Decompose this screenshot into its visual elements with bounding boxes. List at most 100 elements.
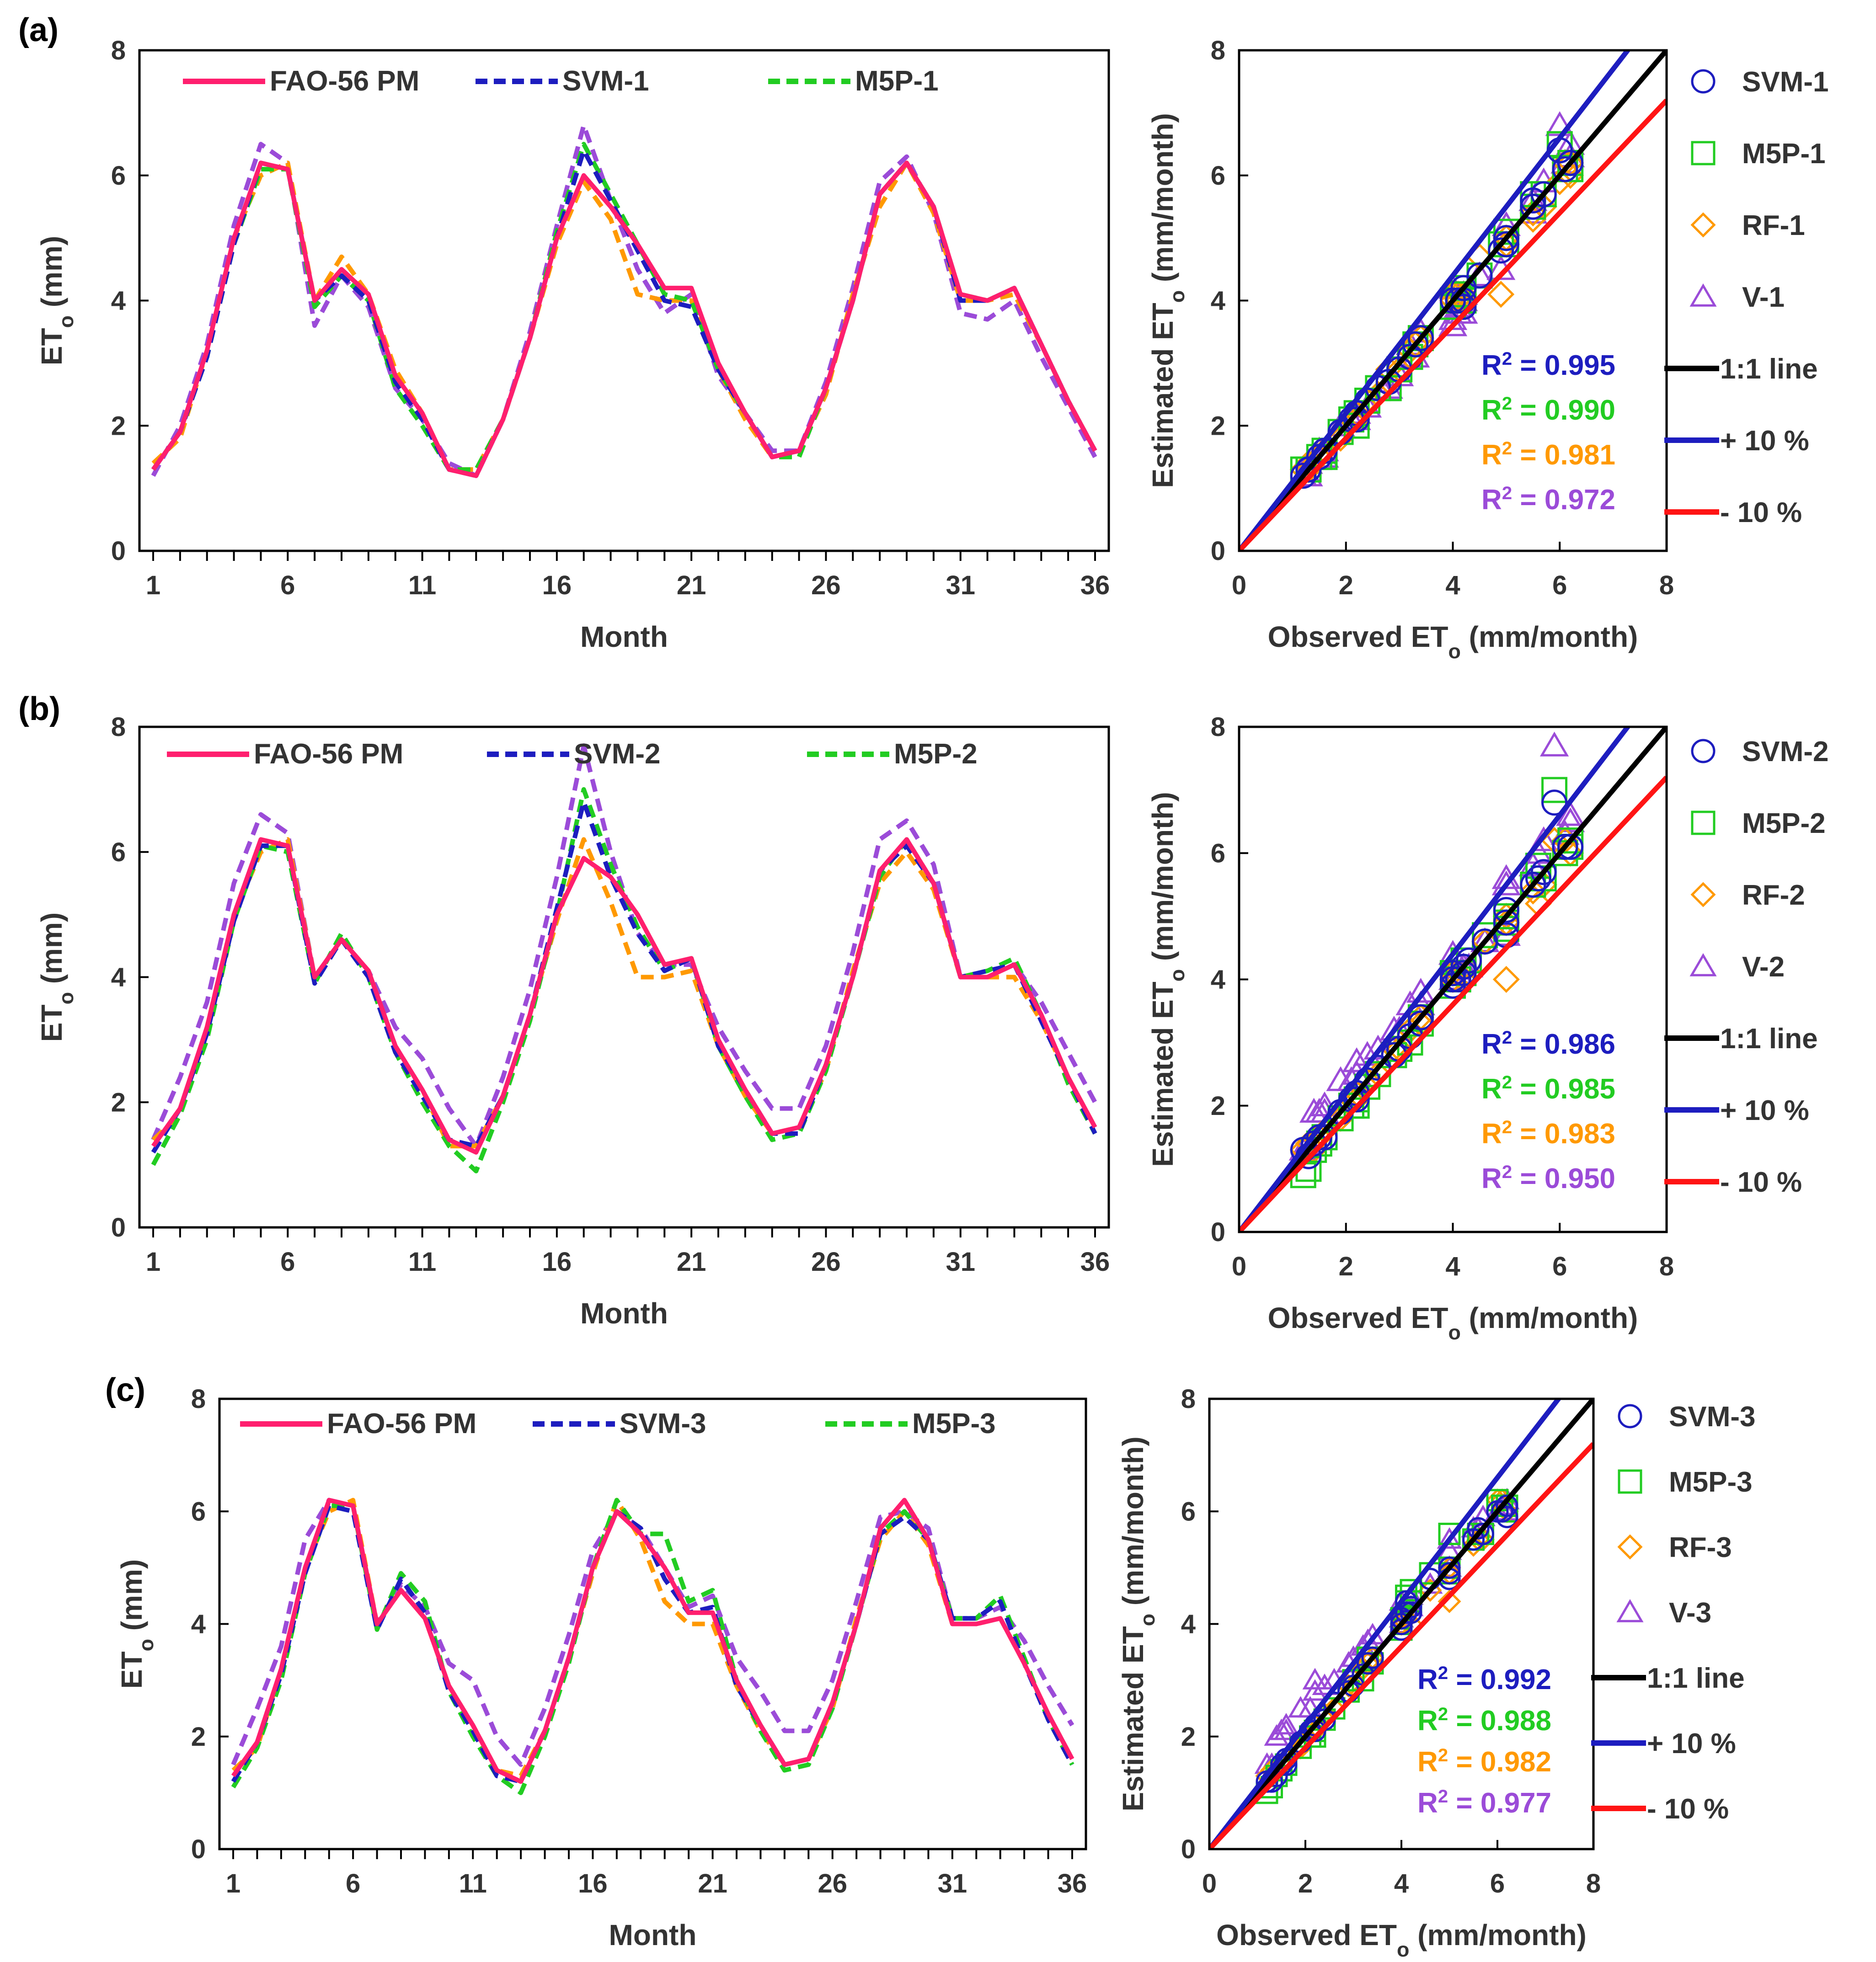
legend-label: FAO-56 PM — [254, 738, 403, 770]
r2-value: = 0.992 — [1448, 1664, 1551, 1695]
scatter-point-triangle — [1555, 807, 1585, 832]
r2-value: = 0.986 — [1512, 1029, 1615, 1060]
legend-label: - 10 % — [1720, 1167, 1802, 1198]
r2-value: = 0.985 — [1512, 1073, 1615, 1105]
series-line-v-1 — [151, 123, 1097, 478]
y-tick-label: 2 — [1211, 411, 1225, 441]
legend-marker — [1689, 283, 1717, 307]
scatter-point-circle — [1493, 909, 1519, 936]
ref-line-0 — [1239, 727, 1667, 1232]
r2-superscript: 2 — [1502, 483, 1512, 503]
scatter-point-circle — [1450, 275, 1477, 301]
r2-annotation: R2 = 0.990 — [1481, 393, 1615, 427]
scatter-point-circle — [1390, 1613, 1413, 1635]
scatter-point-circle — [1357, 1652, 1379, 1675]
scatter-point-square — [1472, 922, 1498, 949]
ref-line-1 — [1239, 50, 1631, 551]
legend-label: 1:1 line — [1720, 353, 1818, 385]
r2-symbol: R — [1481, 395, 1502, 426]
r2-symbol: R — [1481, 484, 1502, 516]
r2-symbol: R — [1481, 1029, 1502, 1060]
legend-label: M5P-2 — [894, 738, 978, 770]
scatter-point-circle — [1462, 1528, 1485, 1551]
legend-label: M5P-1 — [855, 65, 939, 97]
y-axis-label: Estimated ETo (mm/month) — [1146, 792, 1189, 1167]
y-tick-label: 2 — [111, 411, 126, 441]
panel-label: (a) — [18, 12, 59, 48]
legend-label: RF-3 — [1669, 1532, 1732, 1563]
y-axis-label-base: Estimated ET — [1117, 1626, 1149, 1811]
r2-value: = 0.982 — [1448, 1746, 1551, 1778]
y-axis-label-sub: o — [1166, 969, 1189, 981]
y-tick-label: 8 — [111, 712, 126, 742]
y-tick-label: 4 — [191, 1610, 206, 1639]
y-tick-label: 8 — [1211, 712, 1225, 742]
y-axis-label-base: ET — [35, 328, 68, 365]
r2-superscript: 2 — [1502, 1072, 1512, 1093]
r2-superscript: 2 — [1502, 348, 1512, 369]
legend-marker — [1618, 1469, 1642, 1494]
scatter-point-square — [1400, 1579, 1422, 1602]
y-axis-label-base: ET — [115, 1651, 148, 1689]
x-tick-label: 11 — [408, 570, 436, 600]
r2-superscript: 2 — [1438, 1704, 1448, 1724]
x-tick-label: 0 — [1202, 1869, 1217, 1898]
y-tick-label: 0 — [111, 536, 126, 566]
r2-annotation: R2 = 0.972 — [1481, 483, 1615, 516]
reference-lines — [1239, 727, 1667, 1232]
x-tick-label: 6 — [1552, 1252, 1567, 1281]
scatter-point-circle — [1493, 231, 1519, 257]
x-axis-label-sub: o — [1397, 1938, 1409, 1961]
legend-marker — [1691, 810, 1716, 835]
x-tick-label: 36 — [1080, 570, 1110, 600]
scatter-point-triangle — [1312, 1673, 1337, 1695]
legend-label: FAO-56 PM — [327, 1408, 476, 1440]
x-tick-label: 16 — [542, 570, 572, 600]
x-tick-label: 16 — [542, 1247, 572, 1277]
y-axis-label-sub: o — [55, 315, 78, 328]
y-axis-label-base: Estimated ET — [1146, 303, 1179, 488]
r2-value: = 0.981 — [1512, 439, 1615, 471]
r2-superscript: 2 — [1438, 1786, 1448, 1807]
y-axis-label-sub: o — [1136, 1614, 1159, 1626]
x-tick-label: 8 — [1659, 1252, 1674, 1281]
x-tick-label: 1 — [226, 1869, 241, 1898]
x-axis-label-unit: (mm/month) — [1461, 1301, 1638, 1334]
scatter-point-diamond — [1438, 1589, 1461, 1613]
scatter-point-diamond — [1487, 281, 1515, 308]
legend-label: SVM-1 — [562, 65, 649, 97]
legend-marker — [1691, 739, 1716, 763]
y-tick-label: 6 — [111, 837, 126, 867]
scatter-point-square — [1541, 777, 1568, 803]
r2-symbol: R — [1417, 1746, 1438, 1778]
x-tick-label: 31 — [946, 1247, 975, 1277]
legend-label: + 10 % — [1720, 425, 1809, 457]
legend-label: V-2 — [1742, 951, 1785, 983]
x-tick-label: 26 — [811, 1247, 841, 1277]
r2-superscript: 2 — [1502, 393, 1512, 414]
y-tick-label: 8 — [1181, 1384, 1196, 1414]
scatter-point-circle — [1557, 833, 1584, 860]
x-axis-label-base: Observed ET — [1268, 1301, 1448, 1334]
y-tick-label: 0 — [1211, 536, 1225, 566]
scatter-point-circle — [1407, 1004, 1434, 1030]
scatter-point-triangle — [1273, 1718, 1299, 1740]
legend-marker — [1691, 141, 1716, 165]
legend-label: M5P-3 — [912, 1408, 996, 1440]
ref-line-2 — [1209, 1442, 1593, 1849]
series-line-fao-56-pm — [151, 837, 1097, 1155]
x-axis-label: Month — [580, 1297, 668, 1330]
series-line-fao-56-pm — [231, 1498, 1074, 1784]
scatter-point-circle — [1496, 1506, 1518, 1529]
legend-label: + 10 % — [1720, 1095, 1809, 1126]
scatter-point-circle — [1466, 262, 1493, 289]
x-tick-label: 1 — [146, 570, 160, 600]
y-tick-label: 6 — [1181, 1497, 1196, 1526]
r2-symbol: R — [1417, 1664, 1438, 1695]
legend-marker — [1691, 69, 1716, 94]
scatter-point-square — [1438, 1523, 1461, 1545]
x-axis-label: Month — [609, 1919, 697, 1951]
scatter-point-diamond — [1492, 965, 1520, 993]
series-line-m5p-2 — [151, 787, 1097, 1173]
legend-label: M5P-3 — [1669, 1466, 1753, 1498]
